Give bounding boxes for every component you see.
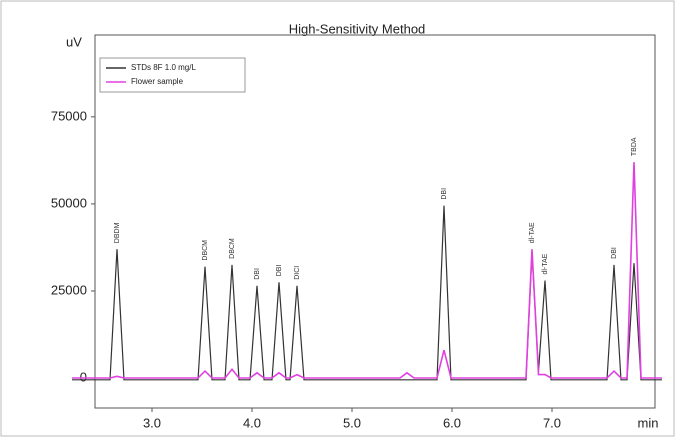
- peak-label: dl-TAE: [529, 222, 536, 243]
- y-tick-label: 0: [80, 369, 87, 384]
- peak-label: DBI: [611, 247, 618, 259]
- y-tick-label: 25000: [51, 282, 87, 297]
- x-tick-label: 7.0: [543, 415, 561, 430]
- y-tick-label: 50000: [51, 195, 87, 210]
- peak-label: DBI: [276, 265, 283, 277]
- legend-label: STDs 8F 1.0 mg/L: [131, 63, 196, 72]
- x-tick-label: 6.0: [443, 415, 461, 430]
- peak-label: DBI: [254, 268, 261, 280]
- series-line: [72, 205, 662, 381]
- peak-label: dl-TAE: [542, 253, 549, 274]
- peak-label: DBDM: [114, 222, 121, 243]
- x-tick-label: 3.0: [143, 415, 161, 430]
- x-tick-label: 4.0: [243, 415, 261, 430]
- y-axis-label: uV: [66, 34, 82, 49]
- x-axis-label: min: [638, 415, 659, 430]
- plot-area: [94, 34, 656, 409]
- series-line: [72, 162, 662, 379]
- peak-label: TBDA: [631, 137, 638, 156]
- peak-label: DICI: [294, 266, 301, 280]
- peak-label: DBI: [441, 188, 448, 200]
- y-tick-label: 75000: [51, 108, 87, 123]
- chart-title: High-Sensitivity Method: [289, 21, 426, 36]
- legend: [99, 57, 246, 93]
- peak-label: DBCM: [229, 238, 236, 259]
- legend-label: Flower sample: [131, 77, 184, 86]
- peak-label: DBCM: [202, 240, 209, 261]
- x-tick-label: 5.0: [343, 415, 361, 430]
